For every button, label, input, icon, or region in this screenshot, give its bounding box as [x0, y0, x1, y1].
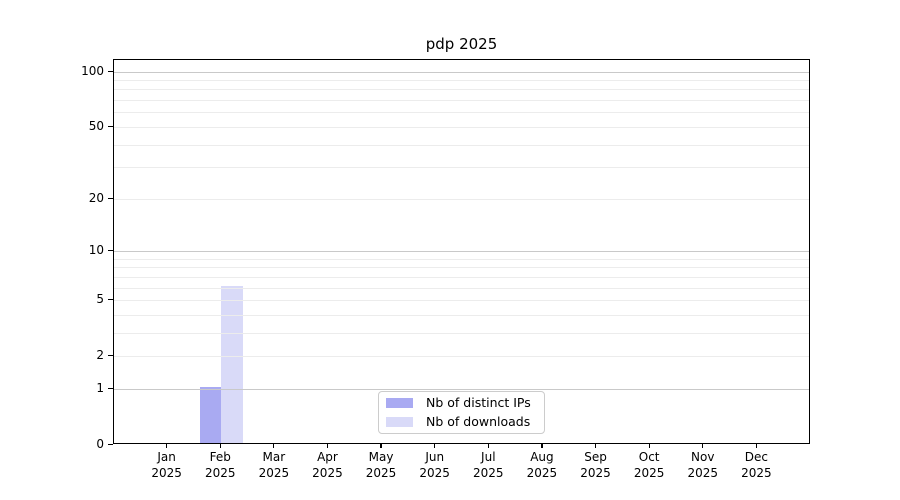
x-tick-label-jun: Jun 2025	[403, 450, 467, 481]
x-tick-label-month: Jul	[481, 450, 496, 464]
x-tick-jan	[165, 444, 168, 448]
minor-gridline-5	[114, 300, 809, 301]
legend: Nb of distinct IPs Nb of downloads	[378, 391, 545, 434]
x-tick-label-year: 2025	[365, 465, 397, 480]
y-tick-20	[108, 197, 113, 199]
minor-gridline-4	[114, 314, 809, 316]
x-tick-label-month: Mar	[262, 450, 286, 464]
minor-gridline-20	[114, 198, 809, 200]
x-tick-label-month: Apr	[317, 450, 338, 464]
minor-gridline-50	[114, 126, 809, 128]
x-tick-label-mar: Mar 2025	[242, 450, 306, 481]
x-tick-label-month: Oct	[638, 450, 660, 464]
x-tick-label-month: Jun	[425, 450, 445, 464]
y-tick-0	[108, 444, 113, 446]
legend-item-distinct-ips: Nb of distinct IPs	[386, 395, 536, 411]
x-tick-label-sep: Sep 2025	[564, 450, 628, 481]
minor-gridline-9	[114, 258, 809, 260]
x-tick-may	[380, 444, 382, 448]
y-tick-label-20: 20	[88, 190, 104, 205]
x-tick-label-year: 2025	[419, 465, 450, 480]
x-tick-jun	[434, 444, 436, 448]
minor-gridline-60	[114, 112, 809, 114]
chart-title: pdp 2025	[425, 35, 498, 53]
x-tick-label-apr: Apr 2025	[295, 450, 359, 481]
x-tick-label-year: 2025	[741, 465, 772, 480]
x-tick-label-aug: Aug 2025	[510, 450, 574, 481]
x-tick-label-feb: Feb 2025	[188, 450, 252, 481]
x-tick-label-month: Sep	[584, 450, 607, 464]
y-tick-label-1: 1	[96, 380, 104, 395]
legend-label-downloads: Nb of downloads	[426, 413, 531, 429]
x-tick-label-year: 2025	[258, 465, 290, 480]
x-tick-label-jan: Jan 2025	[135, 450, 199, 481]
x-tick-label-month: Aug	[530, 450, 554, 464]
x-tick-label-year: 2025	[473, 465, 504, 480]
minor-gridline-40	[114, 144, 809, 146]
x-tick-label-month: Jan	[157, 450, 176, 464]
x-tick-mar	[273, 444, 275, 448]
legend-label-distinct-ips: Nb of distinct IPs	[426, 395, 531, 411]
bar-distinct-ips-feb	[199, 386, 222, 443]
x-tick-label-year: 2025	[312, 465, 343, 480]
x-tick-label-month: Dec	[744, 450, 768, 464]
x-tick-label-year: 2025	[204, 465, 236, 480]
y-tick-100	[108, 70, 113, 72]
y-tick-label-2: 2	[96, 348, 104, 363]
x-tick-feb	[219, 444, 221, 448]
minor-gridline-8	[114, 267, 809, 269]
plot-area	[113, 59, 810, 444]
major-gridline-10	[114, 250, 809, 252]
legend-swatch-downloads-icon	[386, 416, 413, 427]
minor-gridline-70	[114, 100, 809, 102]
x-tick-sep	[594, 444, 597, 448]
y-tick-label-5: 5	[96, 292, 104, 306]
y-tick-10	[108, 249, 113, 252]
bar-downloads-feb	[221, 285, 243, 443]
legend-item-downloads: Nb of downloads	[386, 413, 536, 429]
y-tick-2	[108, 355, 113, 357]
x-tick-label-year: 2025	[580, 465, 611, 480]
x-tick-label-oct: Oct 2025	[617, 450, 681, 481]
x-tick-dec	[755, 444, 758, 448]
legend-swatch-distinct-ips-icon	[386, 398, 413, 409]
x-tick-oct	[648, 444, 650, 448]
x-tick-label-month: Feb	[209, 450, 231, 464]
x-tick-aug	[541, 444, 543, 448]
x-tick-apr	[326, 444, 329, 448]
x-tick-label-year: 2025	[526, 465, 558, 480]
y-tick-50	[108, 125, 113, 128]
minor-gridline-6	[114, 287, 809, 289]
y-tick-1	[108, 387, 113, 390]
major-gridline-1	[114, 388, 809, 390]
minor-gridline-3	[114, 332, 809, 334]
y-tick-label-10: 10	[88, 242, 104, 257]
x-tick-label-month: May	[368, 450, 394, 464]
x-tick-label-dec: Dec 2025	[724, 450, 788, 481]
minor-gridline-30	[114, 167, 809, 169]
y-tick-label-100: 100	[81, 63, 104, 78]
x-tick-label-may: May 2025	[349, 450, 413, 481]
x-tick-label-year: 2025	[633, 465, 665, 480]
x-tick-label-year: 2025	[151, 465, 182, 480]
y-tick-label-50: 50	[88, 118, 104, 133]
x-tick-label-jul: Jul 2025	[456, 450, 520, 481]
minor-gridline-7	[114, 276, 809, 278]
minor-gridline-90	[114, 79, 809, 81]
x-tick-label-month: Nov	[691, 450, 715, 464]
minor-gridline-2	[114, 356, 809, 358]
y-tick-label-0: 0	[96, 437, 104, 451]
x-tick-label-nov: Nov 2025	[671, 450, 735, 481]
minor-gridline-80	[114, 89, 809, 91]
x-tick-nov	[702, 444, 704, 448]
x-tick-label-year: 2025	[687, 465, 719, 480]
major-gridline-100	[114, 71, 809, 73]
y-tick-5	[108, 299, 113, 301]
x-tick-jul	[487, 444, 489, 448]
